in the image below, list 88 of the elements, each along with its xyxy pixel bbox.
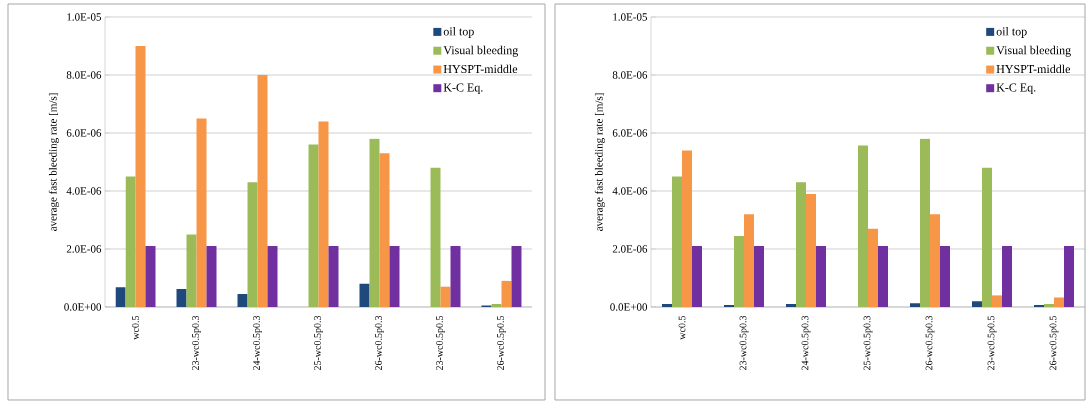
- y-tick-label: 8.0E-06: [66, 71, 102, 79]
- y-tick-label: 0.0E+00: [64, 303, 102, 311]
- bar: [972, 301, 982, 307]
- legend-label: Visual bleeding: [996, 45, 1071, 57]
- bar: [115, 287, 126, 307]
- y-axis-title: average fast bleeding rate [m/s]: [48, 93, 59, 231]
- y-tick-label: 6.0E-06: [66, 129, 102, 137]
- x-tick-label: 25-wc0.5p0.3: [863, 315, 873, 371]
- y-tick-label: 2.0E-06: [612, 245, 648, 253]
- bar: [940, 246, 950, 307]
- bar: [734, 235, 744, 307]
- bar: [1053, 297, 1064, 307]
- legend-label: Visual bleeding: [443, 45, 519, 57]
- bar: [816, 246, 826, 307]
- bar: [328, 246, 339, 307]
- bar: [359, 283, 370, 307]
- bar: [991, 295, 1002, 307]
- bar: [186, 234, 197, 307]
- bar: [125, 176, 136, 307]
- bar: [1002, 246, 1012, 307]
- bar: [910, 303, 920, 307]
- bar: [662, 304, 672, 307]
- x-tick-label: 23-wc0.5p0.3: [739, 315, 749, 371]
- bar: [501, 280, 512, 307]
- bar: [440, 286, 451, 307]
- bar: [724, 304, 734, 307]
- bar: [450, 246, 461, 307]
- bar: [379, 153, 390, 307]
- y-tick-label: 6.0E-06: [612, 129, 648, 137]
- bar: [796, 182, 806, 307]
- bar: [176, 289, 187, 307]
- bar: [672, 176, 682, 307]
- bar: [878, 246, 888, 307]
- bar: [982, 167, 992, 307]
- x-tick-label: 26-wc0.5p0.5: [497, 315, 506, 371]
- x-tick-label: 23-wc0.5p0.5: [436, 315, 445, 371]
- y-tick-label: 1.0E-05: [613, 13, 648, 21]
- bar: [196, 118, 207, 307]
- legend-label: K-C Eq.: [996, 83, 1036, 94]
- bar: [858, 145, 868, 307]
- x-tick-label: 25-wc0.5p0.3: [314, 315, 323, 371]
- bar: [247, 182, 258, 307]
- x-tick-label: 24-wc0.5p0.3: [253, 315, 262, 371]
- y-tick-label: 0.0E+00: [610, 303, 648, 311]
- x-tick-label: 26-wc0.5p0.5: [1049, 315, 1059, 371]
- bar: [868, 228, 878, 307]
- legend-label: K-C Eq.: [443, 83, 483, 94]
- y-axis-title: average fast bleeding rate [m/s]: [594, 93, 605, 231]
- bar: [308, 144, 319, 307]
- y-tick-label: 8.0E-06: [612, 71, 648, 79]
- y-tick-label: 1.0E-05: [67, 13, 102, 21]
- x-tick-label: 26-wc0.5p0.3: [375, 315, 384, 371]
- bar: [744, 214, 754, 307]
- bar: [920, 138, 930, 307]
- bar: [511, 246, 522, 307]
- legend-label: oil top: [996, 26, 1027, 38]
- bar: [491, 304, 502, 307]
- bar: [682, 150, 692, 307]
- bar: [930, 214, 940, 307]
- bar: [389, 246, 400, 307]
- x-tick-label: 23-wc0.5p0.3: [192, 315, 201, 371]
- x-tick-label: wc0.5: [678, 315, 686, 340]
- bar: [786, 304, 796, 307]
- bar: [1033, 304, 1044, 307]
- legend-label: HYSPT-middle: [443, 64, 518, 74]
- x-tick-label: 26-wc0.5p0.3: [925, 315, 935, 371]
- bar: [1063, 246, 1074, 307]
- x-tick-label: 23-wc0.5p0.5: [987, 315, 997, 371]
- bar: [692, 246, 702, 307]
- bar: [369, 138, 380, 307]
- bar: [754, 246, 764, 307]
- legend-label: oil top: [443, 26, 474, 38]
- bar: [318, 121, 329, 307]
- bar: [806, 193, 816, 307]
- bar: [267, 246, 278, 307]
- legend-label: HYSPT-middle: [996, 64, 1071, 74]
- bar: [145, 246, 156, 307]
- bar: [257, 74, 268, 307]
- y-tick-label: 4.0E-06: [612, 187, 648, 195]
- x-tick-label: wc0.5: [132, 315, 139, 340]
- bar: [237, 293, 248, 307]
- bar: [206, 246, 217, 307]
- y-tick-label: 2.0E-06: [66, 245, 102, 253]
- x-tick-label: 24-wc0.5p0.3: [801, 315, 811, 371]
- y-tick-label: 4.0E-06: [66, 187, 102, 195]
- bar: [1043, 304, 1054, 307]
- bar: [135, 45, 146, 307]
- bar: [430, 167, 441, 307]
